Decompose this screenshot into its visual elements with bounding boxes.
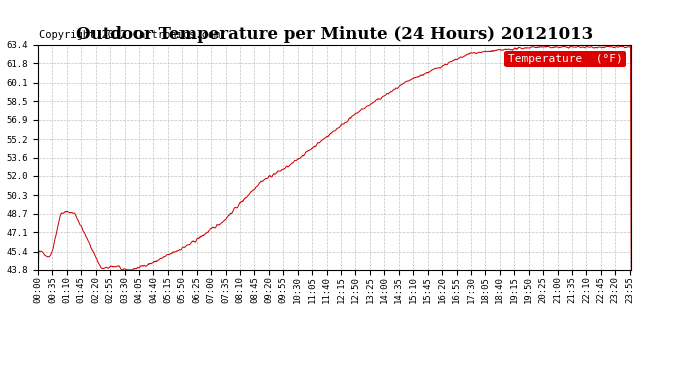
Temperature  (°F) — [627, 268, 635, 272]
Temperature  (°F) — [542, 44, 551, 48]
Text: Copyright 2012 Cartronics.com: Copyright 2012 Cartronics.com — [39, 30, 220, 40]
Legend: Temperature  (°F): Temperature (°F) — [504, 51, 626, 67]
Line: Temperature  (°F): Temperature (°F) — [38, 46, 631, 270]
Temperature  (°F) — [151, 260, 159, 264]
Temperature  (°F) — [504, 47, 513, 51]
Temperature  (°F) — [557, 45, 565, 49]
Temperature  (°F) — [34, 268, 42, 272]
Title: Outdoor Temperature per Minute (24 Hours) 20121013: Outdoor Temperature per Minute (24 Hours… — [76, 27, 593, 44]
Temperature  (°F) — [166, 252, 174, 257]
Temperature  (°F) — [427, 68, 435, 73]
Temperature  (°F) — [232, 206, 240, 210]
